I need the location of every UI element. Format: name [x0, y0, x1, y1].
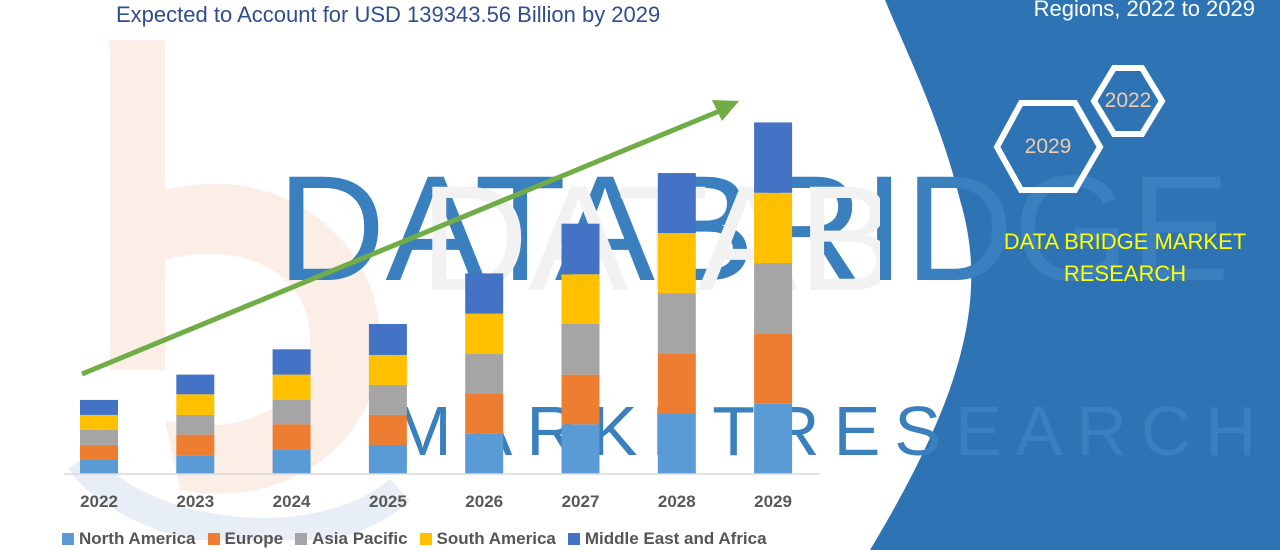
legend-swatch	[419, 533, 432, 545]
x-tick-label-2028: 2028	[658, 492, 696, 511]
bar-segment-south-america-2026	[465, 313, 504, 354]
legend-swatch	[567, 533, 580, 545]
legend-swatch	[295, 533, 308, 545]
bar-segment-middle-east-and-africa-2025	[368, 324, 407, 355]
bar-segment-middle-east-and-africa-2022	[80, 399, 118, 415]
legend-item-europe: Europe	[207, 529, 284, 549]
bar-segment-asia-pacific-2028	[657, 293, 696, 354]
legend-swatch	[207, 533, 220, 545]
legend-label: Middle East and Africa	[584, 529, 767, 548]
hexagon-icon	[1090, 65, 1166, 137]
bar-segment-north-america-2022	[80, 459, 118, 474]
x-tick-label-2025: 2025	[369, 492, 407, 511]
x-tick-label-2024: 2024	[273, 492, 311, 511]
bar-segment-middle-east-and-africa-2026	[465, 273, 504, 314]
hex-label-2022: 2022	[1104, 89, 1152, 112]
bar-segment-europe-2022	[80, 444, 118, 460]
legend-item-middle-east-and-africa: Middle East and Africa	[567, 529, 767, 549]
bar-segment-middle-east-and-africa-2024	[272, 349, 311, 375]
trend-arrow-head	[712, 100, 739, 121]
brand-name: DATA BRIDGE MARKET RESEARCH	[985, 226, 1265, 290]
bar-segment-europe-2023	[176, 434, 215, 456]
bar-segment-asia-pacific-2027	[561, 324, 600, 375]
bar-segment-north-america-2029	[754, 403, 793, 474]
bar-segment-north-america-2026	[465, 433, 504, 474]
bar-segment-asia-pacific-2024	[272, 399, 311, 425]
bar-segment-europe-2027	[561, 374, 600, 425]
bar-segment-europe-2029	[754, 333, 793, 404]
bar-segment-middle-east-and-africa-2028	[657, 173, 696, 234]
bar-segment-south-america-2022	[80, 414, 118, 430]
panel-heading: Regions, 2022 to 2029	[1033, 0, 1255, 21]
bar-segment-europe-2025	[368, 414, 407, 445]
hexagon-icon	[993, 100, 1104, 193]
bar-segment-south-america-2023	[176, 394, 215, 415]
brand-line-1: DATA BRIDGE MARKET	[1003, 229, 1247, 254]
legend-swatch	[62, 533, 74, 545]
bar-segment-south-america-2029	[754, 192, 793, 264]
legend-item-north-america: North America	[62, 529, 196, 549]
bar-segment-middle-east-and-africa-2023	[176, 374, 215, 395]
bar-segment-asia-pacific-2023	[176, 414, 215, 435]
stacked-bar-chart: DATABRIDGE 20222023202420252026202720282…	[64, 100, 880, 511]
legend-item-south-america: South America	[419, 529, 556, 549]
bar-segment-asia-pacific-2029	[754, 263, 793, 334]
bar-segment-asia-pacific-2025	[368, 384, 407, 415]
x-tick-label-2026: 2026	[465, 492, 503, 511]
trend-arrow-line	[81, 107, 723, 377]
legend-label: North America	[79, 529, 196, 548]
bar-segment-south-america-2024	[272, 374, 311, 400]
bar-segment-south-america-2025	[368, 354, 407, 385]
bars-layer	[80, 122, 793, 474]
panel-watermark-text: MARKETRESEARCH	[393, 392, 1270, 470]
brand-line-2: RESEARCH	[1063, 261, 1187, 286]
bar-segment-north-america-2028	[657, 414, 696, 474]
bar-segment-europe-2026	[465, 393, 504, 434]
bar-segment-asia-pacific-2022	[80, 429, 118, 445]
bar-segment-europe-2024	[272, 424, 311, 450]
bar-segment-south-america-2027	[561, 274, 600, 324]
legend-label: Asia Pacific	[312, 529, 408, 548]
bar-segment-north-america-2027	[561, 424, 600, 474]
chart-subtitle: Expected to Account for USD 139343.56 Bi…	[116, 2, 661, 27]
legend-label: Europe	[224, 529, 284, 548]
chart-legend: North America Europe Asia Pacific South Ame…	[62, 528, 767, 550]
legend-item-asia-pacific: Asia Pacific	[295, 529, 408, 549]
bar-segment-middle-east-and-africa-2027	[561, 223, 600, 275]
bar-segment-middle-east-and-africa-2029	[754, 122, 793, 193]
bar-segment-south-america-2028	[657, 233, 696, 294]
bar-segment-asia-pacific-2026	[465, 354, 504, 394]
bar-segment-europe-2028	[657, 354, 696, 414]
hex-label-2029: 2029	[1024, 135, 1072, 158]
panel-background	[870, 0, 1280, 550]
bar-segment-north-america-2023	[176, 455, 215, 474]
x-tick-label-2029: 2029	[754, 492, 792, 511]
legend-label: South America	[436, 529, 556, 548]
bar-segment-north-america-2024	[272, 449, 311, 474]
x-tick-labels: 2022 2023 2024 2025 2026 2027 2028 2029	[80, 492, 792, 511]
x-tick-label-2023: 2023	[176, 492, 214, 511]
bar-segment-north-america-2025	[368, 444, 407, 474]
x-tick-label-2027: 2027	[562, 492, 600, 511]
x-tick-label-2022: 2022	[80, 492, 118, 511]
